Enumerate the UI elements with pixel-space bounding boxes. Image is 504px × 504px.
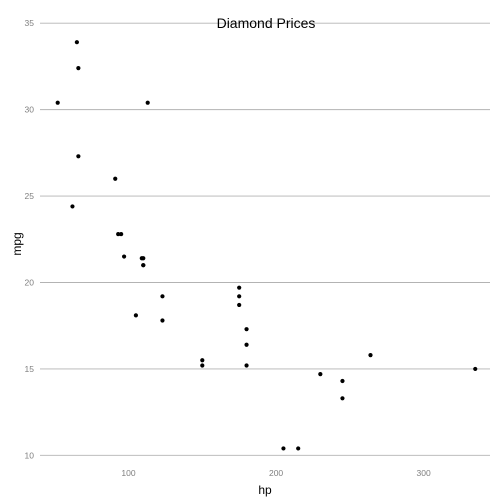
data-point (116, 231, 121, 237)
chart-title: Diamond Prices (217, 15, 316, 31)
data-point (340, 378, 345, 384)
data-point (244, 363, 249, 368)
data-point (296, 446, 301, 451)
y-tick-label: 20 (25, 277, 35, 287)
data-point (76, 154, 81, 159)
data-point (76, 66, 81, 71)
data-point (133, 313, 139, 318)
data-point (237, 302, 242, 308)
data-point (340, 396, 345, 401)
data-point (119, 231, 124, 237)
data-point (160, 294, 165, 299)
data-point (281, 446, 286, 451)
data-point (244, 327, 249, 332)
data-point (139, 256, 144, 261)
data-point (200, 358, 205, 363)
grid-lines (40, 22, 490, 456)
y-tick-label: 15 (25, 364, 35, 374)
x-tick-label: 200 (269, 468, 283, 478)
data-point (141, 263, 146, 268)
data-point (160, 318, 165, 323)
data-point (237, 285, 242, 290)
data-point (237, 294, 242, 299)
data-points (55, 40, 478, 451)
data-point (145, 100, 150, 105)
data-point (473, 366, 478, 372)
data-point (70, 204, 75, 209)
y-tick-label: 35 (25, 18, 35, 28)
data-point (368, 352, 373, 358)
x-axis-label: hp (258, 483, 272, 497)
data-point (244, 342, 249, 347)
y-axis-ticks: 10 15 20 25 30 35 (25, 18, 35, 460)
y-tick-label: 30 (25, 105, 35, 115)
data-point (200, 363, 205, 368)
data-point (318, 372, 323, 377)
x-tick-label: 300 (417, 468, 431, 478)
x-tick-label: 100 (121, 468, 135, 478)
data-point (121, 254, 127, 259)
y-tick-label: 25 (25, 191, 35, 201)
y-tick-label: 10 (25, 450, 35, 460)
data-point (74, 40, 79, 45)
data-point (113, 176, 118, 181)
y-axis-label: mpg (10, 232, 24, 255)
x-axis-ticks: 100 200 300 (121, 468, 431, 478)
data-point (55, 100, 60, 105)
